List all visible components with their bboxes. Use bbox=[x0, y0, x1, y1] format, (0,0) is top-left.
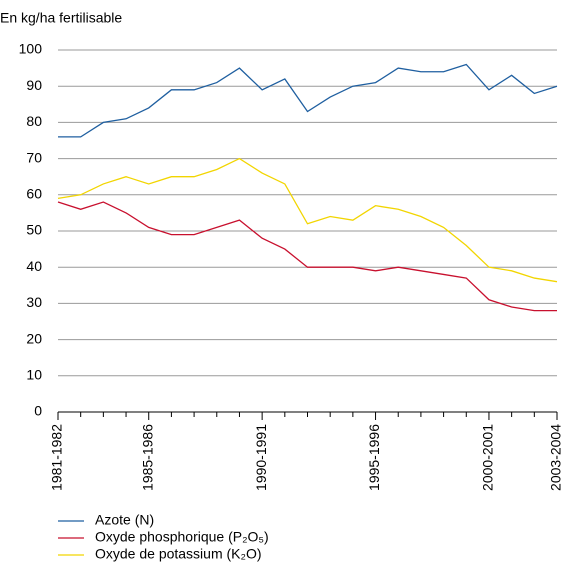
x-tick-label: 1995-1996 bbox=[366, 424, 382, 491]
x-tick-label: 1981-1982 bbox=[49, 424, 65, 491]
x-tick-label: 2000-2001 bbox=[480, 424, 496, 491]
data-line bbox=[58, 63, 558, 138]
legend-label: Oxyde de potassium (K₂O) bbox=[95, 546, 262, 562]
data-line bbox=[57, 157, 558, 283]
y-tick-label: 70 bbox=[26, 149, 42, 165]
y-tick-label: 90 bbox=[26, 77, 42, 93]
y-tick-label: 80 bbox=[26, 113, 42, 129]
y-tick-label: 0 bbox=[34, 403, 42, 419]
y-tick-label: 50 bbox=[26, 222, 42, 238]
y-tick-label: 100 bbox=[19, 41, 43, 57]
y-tick-label: 60 bbox=[26, 186, 42, 202]
y-tick-label: 10 bbox=[26, 367, 42, 383]
data-line bbox=[57, 201, 557, 312]
x-tick-label: 1990-1991 bbox=[253, 424, 269, 491]
x-tick-label: 2003-2004 bbox=[548, 424, 561, 491]
chart-title: En kg/ha fertilisable bbox=[0, 10, 122, 26]
legend-label: Azote (N) bbox=[95, 512, 154, 528]
y-tick-label: 20 bbox=[26, 330, 42, 346]
x-tick-label: 1985-1986 bbox=[139, 424, 155, 491]
legend-label: Oxyde phosphorique (P₂O₅) bbox=[95, 529, 269, 545]
y-tick-label: 30 bbox=[26, 294, 42, 310]
y-tick-label: 40 bbox=[26, 258, 42, 274]
